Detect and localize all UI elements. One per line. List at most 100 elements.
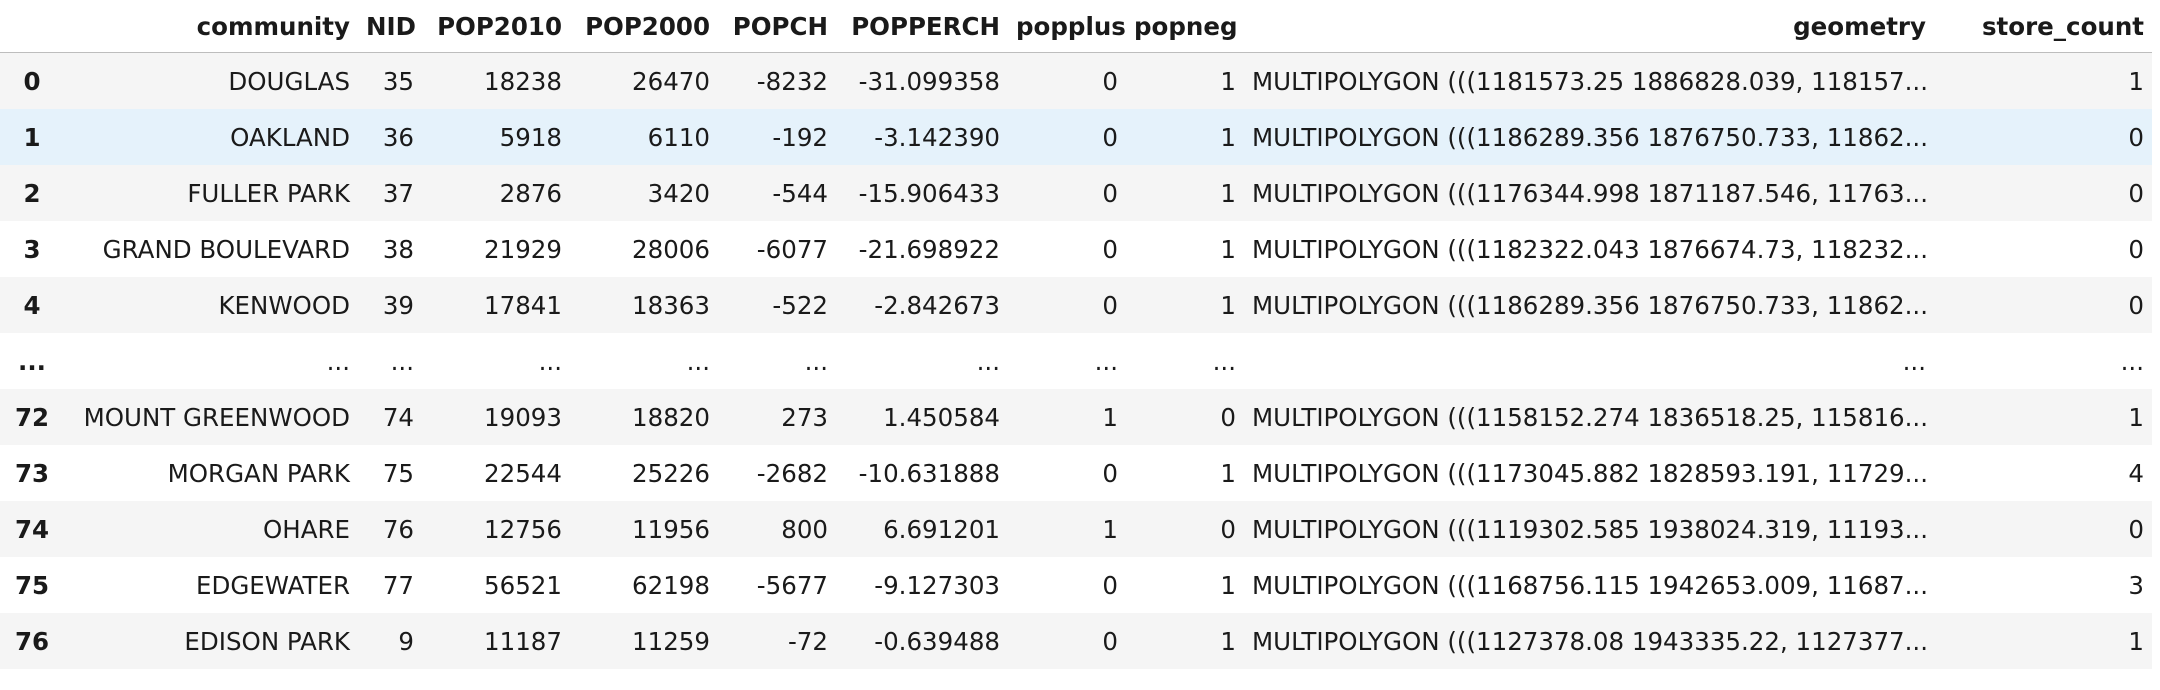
cell-nid: 38 [382,234,414,264]
header-nid: NID [358,0,422,53]
cell-store-count: 0 [2128,290,2144,320]
cell-community: FULLER PARK [187,178,350,208]
table-row: 3 GRAND BOULEVARD 38 21929 28006 -6077 -21.698… [0,221,2152,277]
cell-pop2010: ... [538,346,562,376]
cell-pop2000: 3420 [647,178,710,208]
header-pop2000: POP2000 [570,0,718,53]
cell-popch: -544 [772,178,828,208]
cell-community: OAKLAND [230,122,350,152]
table-row: ................................. [0,333,2152,389]
row-index: 73 [14,458,50,488]
cell-store-count: 4 [2128,458,2144,488]
dataframe-table: community NID POP2010 POP2000 POPCH POPP… [0,0,2152,669]
cell-nid: 39 [382,290,414,320]
header-popneg: popneg [1126,0,1244,53]
row-index: ... [18,346,46,376]
table-row: 73 MORGAN PARK 75 22544 25226 -2682 -10.631888… [0,445,2152,501]
cell-pop2010: 21929 [484,234,562,264]
cell-store-count: ... [2120,346,2144,376]
cell-nid: ... [390,346,414,376]
row-index: 74 [14,514,50,544]
cell-popch: -6077 [756,234,828,264]
header-pop2010: POP2010 [422,0,570,53]
cell-community: EDGEWATER [195,570,350,600]
cell-pop2010: 56521 [484,570,562,600]
cell-popneg: 1 [1220,458,1236,488]
cell-popch: -2682 [756,458,828,488]
cell-pop2000: 11956 [632,514,710,544]
cell-popplus: 0 [1102,570,1118,600]
cell-popperch: -0.639488 [874,626,1000,656]
cell-popperch: 6.691201 [883,514,1000,544]
table-row: 2 FULLER PARK 37 2876 3420 -544 -15.906433 0 1 MU… [0,165,2152,221]
row-index: 0 [23,66,41,96]
cell-popplus: 1 [1102,514,1118,544]
cell-popch: -8232 [756,66,828,96]
cell-nid: 77 [382,570,414,600]
cell-popch: -522 [772,290,828,320]
row-index: 3 [23,234,41,264]
cell-popch: -5677 [756,570,828,600]
cell-popneg: 1 [1220,290,1236,320]
table-row: 0 DOUGLAS 35 18238 26470 -8232 -31.099358 0 1 MUL… [0,52,2152,109]
cell-community: KENWOOD [218,290,350,320]
cell-popneg: ... [1212,346,1236,376]
cell-popperch: -21.698922 [858,234,1000,264]
cell-pop2010: 17841 [484,290,562,320]
table-row: 76 EDISON PARK 9 11187 11259 -72 -0.639488 0 1 MU… [0,613,2152,669]
cell-popplus: 1 [1102,402,1118,432]
cell-pop2010: 2876 [499,178,562,208]
cell-geometry: MULTIPOLYGON (((1168756.115 1942653.009,… [1252,570,1929,600]
cell-popneg: 1 [1220,122,1236,152]
cell-popneg: 1 [1220,234,1236,264]
table-header: community NID POP2010 POP2000 POPCH POPP… [0,0,2152,53]
cell-popplus: 0 [1102,458,1118,488]
cell-pop2010: 11187 [484,626,562,656]
cell-pop2000: 18363 [632,290,710,320]
header-popperch: POPPERCH [836,0,1008,53]
cell-popplus: 0 [1102,234,1118,264]
cell-geometry: MULTIPOLYGON (((1173045.882 1828593.191,… [1252,458,1929,488]
cell-geometry: MULTIPOLYGON (((1181573.25 1886828.039, … [1252,66,1929,96]
cell-popperch: -15.906433 [858,178,1000,208]
cell-store-count: 0 [2128,178,2144,208]
cell-popneg: 1 [1220,178,1236,208]
cell-popplus: 0 [1102,66,1118,96]
cell-geometry: MULTIPOLYGON (((1186289.356 1876750.733,… [1252,290,1929,320]
cell-pop2010: 19093 [484,402,562,432]
cell-pop2000: 28006 [632,234,710,264]
cell-popperch: ... [976,346,1000,376]
cell-store-count: 3 [2128,570,2144,600]
cell-popperch: -31.099358 [858,66,1000,96]
cell-popch: 273 [781,402,828,432]
cell-popneg: 1 [1220,66,1236,96]
table-row: 1 OAKLAND 36 5918 6110 -192 -3.142390 0 1 MULTIPO… [0,109,2152,165]
cell-pop2010: 18238 [484,66,562,96]
cell-nid: 74 [382,402,414,432]
cell-community: ... [326,346,350,376]
cell-community: EDISON PARK [184,626,350,656]
cell-popperch: -9.127303 [874,570,1000,600]
cell-store-count: 0 [2128,122,2144,152]
cell-pop2000: 25226 [632,458,710,488]
cell-pop2010: 5918 [499,122,562,152]
table-body: 0 DOUGLAS 35 18238 26470 -8232 -31.099358 0 1 MUL… [0,52,2152,669]
cell-pop2000: 11259 [632,626,710,656]
header-popplus: popplus [1008,0,1126,53]
cell-pop2000: 6110 [647,122,710,152]
cell-popperch: 1.450584 [883,402,1000,432]
cell-geometry: MULTIPOLYGON (((1176344.998 1871187.546,… [1252,178,1929,208]
cell-popplus: 0 [1102,626,1118,656]
cell-popneg: 0 [1220,402,1236,432]
cell-community: DOUGLAS [228,66,350,96]
row-index: 4 [23,290,41,320]
cell-store-count: 0 [2128,514,2144,544]
row-index: 2 [23,178,41,208]
row-index: 75 [14,570,50,600]
cell-nid: 36 [382,122,414,152]
cell-popplus: 0 [1102,290,1118,320]
cell-pop2000: ... [686,346,710,376]
table-row: 4 KENWOOD 39 17841 18363 -522 -2.842673 0 1 MULTI… [0,277,2152,333]
cell-popch: -72 [787,626,828,656]
